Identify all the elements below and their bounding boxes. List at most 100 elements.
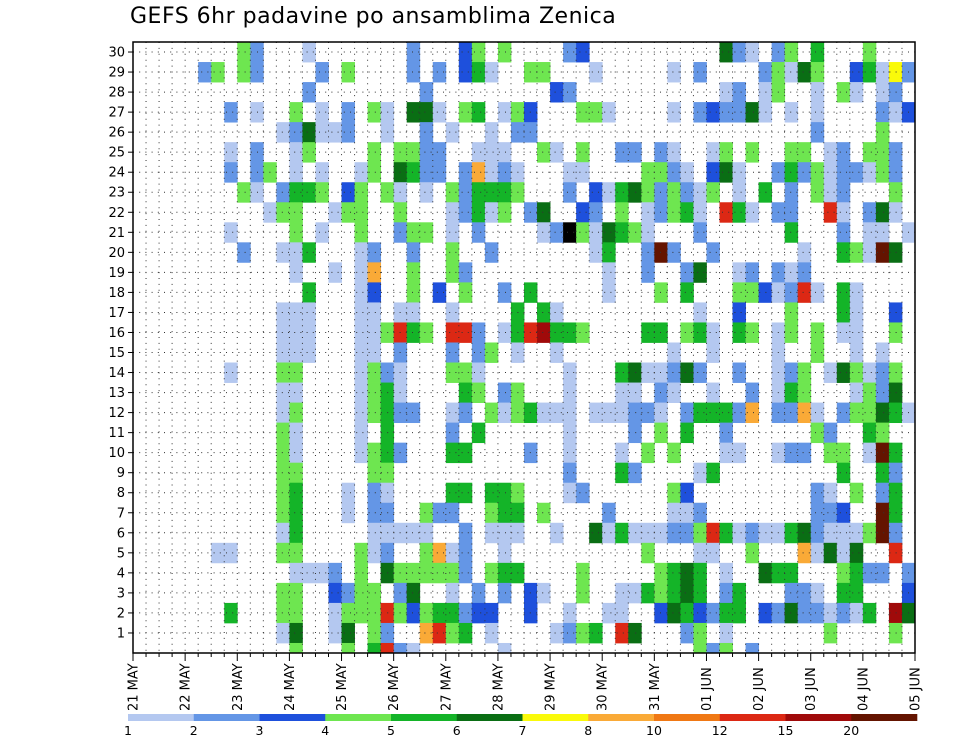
heatmap-cell xyxy=(875,442,890,464)
heatmap-cell xyxy=(458,442,473,464)
y-tick-label: 21 xyxy=(108,226,125,241)
y-tick-label: 25 xyxy=(108,146,125,161)
heatmap-cell xyxy=(732,582,746,604)
heatmap-cell xyxy=(550,222,564,243)
heatmap-cell xyxy=(224,222,238,243)
heatmap-cell xyxy=(810,422,825,444)
heatmap-cell xyxy=(667,342,681,363)
y-tick-label: 29 xyxy=(108,66,125,81)
dotted-grid xyxy=(133,42,915,653)
heatmap-cell xyxy=(628,382,642,403)
heatmap-cell xyxy=(628,422,642,444)
y-tick-label: 8 xyxy=(117,486,125,501)
heatmap-cell xyxy=(328,602,342,624)
y-tick-label: 5 xyxy=(117,546,125,561)
heatmap-cell xyxy=(797,362,812,383)
heatmap-cell xyxy=(719,422,733,444)
heatmap-cell xyxy=(484,162,499,183)
heatmap-cell xyxy=(497,282,512,303)
heatmap-cell xyxy=(589,242,603,263)
x-tick-label: 21 MAY xyxy=(127,663,142,711)
heatmap-cell xyxy=(276,502,290,524)
heatmap-cell xyxy=(445,182,460,203)
colorbar-swatch xyxy=(193,714,260,721)
heatmap-cell xyxy=(367,282,382,303)
heatmap-cell xyxy=(758,182,773,203)
heatmap-cell xyxy=(289,262,303,283)
heatmap-cell xyxy=(563,462,577,484)
heatmap-cell xyxy=(784,142,799,163)
heatmap-cell xyxy=(445,262,460,283)
heatmap-cell xyxy=(706,322,720,343)
heatmap-cell xyxy=(471,422,486,444)
heatmap-cell xyxy=(497,182,512,203)
heatmap-cell xyxy=(445,222,460,243)
heatmap-cell xyxy=(289,302,303,323)
heatmap-cell xyxy=(367,622,382,644)
x-tick-label: 28 MAY xyxy=(491,663,506,711)
heatmap-cell xyxy=(797,522,812,544)
x-tick-label: 30 MAY xyxy=(596,663,611,711)
heatmap-cell xyxy=(875,102,890,123)
heatmap-cell xyxy=(602,242,616,263)
heatmap-cell xyxy=(537,222,551,243)
heatmap-cell xyxy=(576,582,590,604)
heatmap-cell xyxy=(758,602,773,624)
heatmap-cell xyxy=(654,402,668,424)
heatmap-cell xyxy=(628,362,642,383)
heatmap-cell xyxy=(497,322,512,343)
heatmap-cell xyxy=(537,502,551,524)
heatmap-cell xyxy=(745,522,759,544)
heatmap-cell xyxy=(758,282,773,303)
heatmap-cell xyxy=(719,402,733,424)
heatmap-cell xyxy=(654,242,668,263)
heatmap-cell xyxy=(406,282,421,303)
heatmap-cell xyxy=(563,602,577,624)
heatmap-cell xyxy=(550,302,564,323)
heatmap-cell xyxy=(224,162,238,183)
y-tick-label: 17 xyxy=(108,306,125,321)
heatmap-cell xyxy=(784,382,799,403)
heatmap-cell xyxy=(484,182,499,203)
heatmap-cell xyxy=(810,102,825,123)
heatmap-cell xyxy=(875,62,890,83)
heatmap-cell xyxy=(810,282,825,303)
heatmap-cell xyxy=(367,242,382,263)
heatmap-cell xyxy=(537,582,551,604)
heatmap-cell xyxy=(654,382,668,403)
heatmap-cell xyxy=(289,582,303,604)
heatmap-cell xyxy=(797,602,812,624)
heatmap-cell xyxy=(602,102,616,123)
heatmap-cell xyxy=(354,342,368,363)
heatmap-cell xyxy=(341,582,355,604)
heatmap-cell xyxy=(797,162,812,183)
heatmap-cell xyxy=(458,562,473,584)
heatmap-cell xyxy=(354,382,368,403)
heatmap-cell xyxy=(719,522,733,544)
heatmap-cell xyxy=(875,562,890,584)
heatmap-cell xyxy=(276,622,290,644)
heatmap-cell xyxy=(810,122,825,143)
heatmap-cell xyxy=(862,62,877,83)
heatmap-cell xyxy=(706,462,720,484)
heatmap-cell xyxy=(432,62,447,83)
heatmap-cell xyxy=(810,582,825,604)
colorbar-label: 20 xyxy=(843,723,859,738)
heatmap-cell xyxy=(276,362,290,383)
heatmap-cell xyxy=(471,582,486,604)
y-tick-label: 6 xyxy=(117,526,125,541)
heatmap-cell xyxy=(458,522,473,544)
heatmap-cell xyxy=(354,282,368,303)
heatmap-cell xyxy=(302,242,316,263)
heatmap-cell xyxy=(276,242,290,263)
heatmap-cell xyxy=(445,622,460,644)
heatmap-cell xyxy=(706,402,720,424)
heatmap-cell xyxy=(563,622,577,644)
heatmap-cell xyxy=(602,222,616,243)
heatmap-cell xyxy=(354,602,368,624)
heatmap-cell xyxy=(745,282,759,303)
heatmap-cell xyxy=(367,502,382,524)
heatmap-cell xyxy=(719,42,733,63)
heatmap-cell xyxy=(823,522,838,544)
heatmap-cell xyxy=(784,602,799,624)
